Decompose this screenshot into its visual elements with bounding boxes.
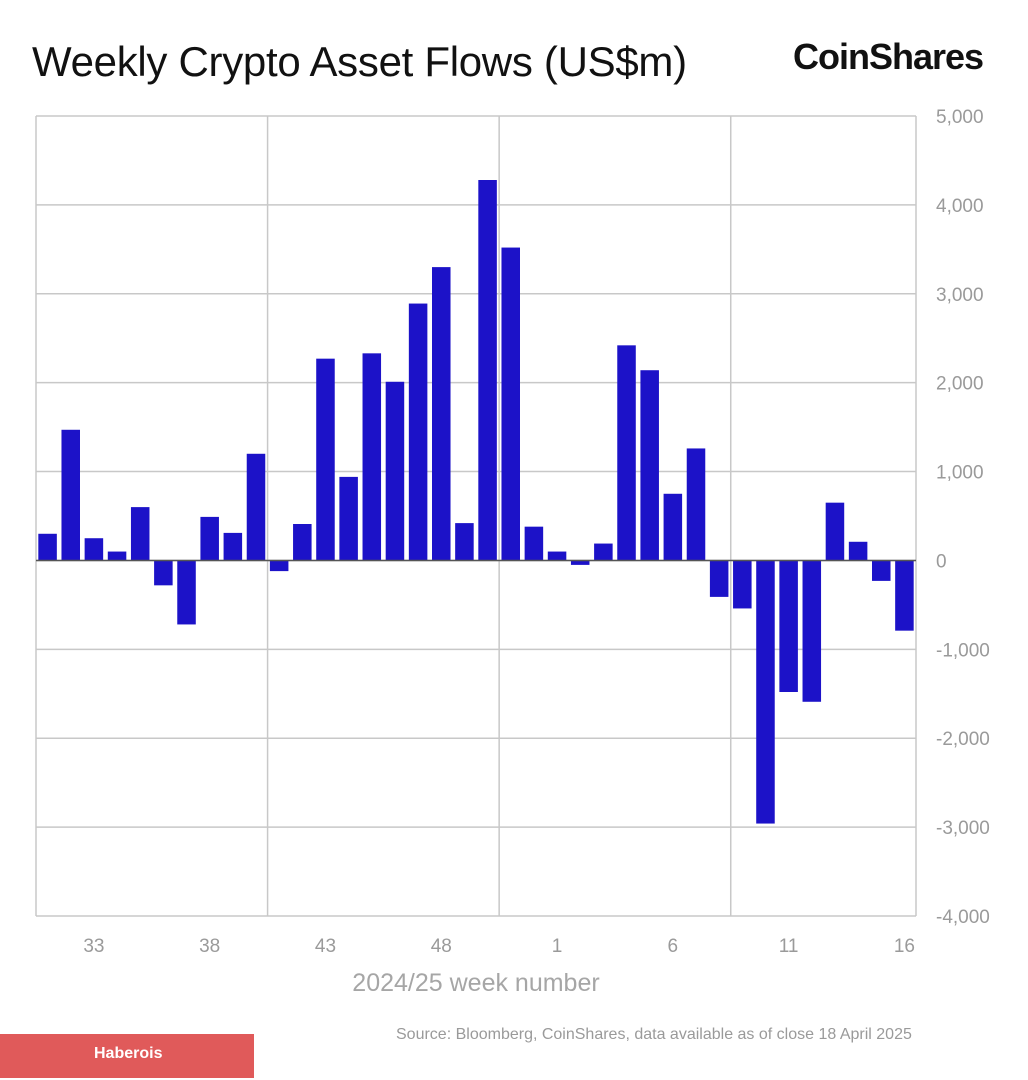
- bar-week-46: [385, 381, 405, 561]
- bars: [38, 180, 914, 824]
- bar-week-50: [478, 180, 497, 561]
- bar-week-35: [130, 507, 150, 561]
- bar-week-41: [269, 560, 289, 572]
- x-tick-label: 38: [199, 936, 220, 957]
- bar-week-3: [594, 543, 613, 561]
- bar-week-44: [339, 476, 358, 561]
- bar-week-11: [779, 560, 798, 692]
- y-tick-label: 0: [936, 551, 947, 572]
- bar-week-47: [408, 303, 428, 561]
- y-tick-label: -3,000: [936, 818, 990, 839]
- x-tick-label: 11: [779, 936, 799, 957]
- chart-title: Weekly Crypto Asset Flows (US$m): [32, 38, 687, 85]
- bar-week-42: [293, 524, 312, 561]
- x-tick-label: 1: [552, 936, 563, 957]
- y-tick-label: -1,000: [936, 640, 990, 661]
- bar-week-4: [617, 345, 636, 561]
- bar-week-32: [61, 429, 80, 561]
- bar-week-48: [432, 267, 451, 561]
- x-tick-label: 6: [668, 936, 679, 957]
- watermark-text: Haberois: [94, 1045, 163, 1062]
- bar-week-49: [455, 523, 474, 561]
- bar-week-10: [756, 560, 775, 824]
- bar-week-31: [38, 533, 57, 561]
- bar-chart: 5,000 4,000 3,000 2,000 1,000 0 -1,000 -2,000 -3…: [35, 107, 990, 997]
- y-tick-label: -4,000: [936, 907, 990, 928]
- source-note: Source: Bloomberg, CoinShares, data avai…: [396, 1026, 912, 1043]
- watermark-badge: Haberois: [0, 1034, 254, 1078]
- bar-week-37: [177, 560, 196, 625]
- bar-week-14: [848, 541, 868, 561]
- bar-week-40: [246, 453, 266, 561]
- y-tick-label: 3,000: [936, 285, 984, 306]
- x-axis-ticks: 33 38 43 48 1 6 11 16: [83, 936, 915, 957]
- bar-week-12: [802, 560, 822, 702]
- bar-week-45: [362, 353, 382, 561]
- bar-week-39: [223, 532, 243, 561]
- bar-week-38: [200, 516, 219, 561]
- x-tick-label: 43: [315, 936, 336, 957]
- grid-lines: [35, 115, 917, 917]
- bar-week-33: [84, 538, 104, 561]
- x-tick-label: 33: [83, 936, 104, 957]
- bar-week-5: [640, 370, 659, 561]
- y-axis-ticks: 5,000 4,000 3,000 2,000 1,000 0 -1,000 -2,000 -3…: [936, 107, 990, 928]
- bar-week-52: [524, 526, 544, 561]
- x-axis-label: 2024/25 week number: [352, 969, 599, 997]
- bar-week-34: [107, 551, 127, 561]
- bar-week-51: [501, 247, 520, 561]
- bar-week-13: [825, 502, 845, 561]
- brand-logo: CoinShares: [793, 36, 984, 77]
- bar-week-15: [872, 560, 891, 581]
- y-tick-label: -2,000: [936, 729, 990, 750]
- bar-week-2: [570, 560, 590, 565]
- bar-week-8: [709, 560, 729, 597]
- bar-week-6: [663, 493, 683, 561]
- bar-week-9: [733, 560, 752, 609]
- y-tick-label: 1,000: [936, 463, 984, 484]
- bar-week-43: [316, 358, 335, 561]
- y-tick-label: 5,000: [936, 107, 984, 128]
- x-tick-label: 16: [894, 936, 915, 957]
- y-tick-label: 4,000: [936, 196, 984, 217]
- bar-week-16: [895, 560, 914, 631]
- x-tick-label: 48: [431, 936, 452, 957]
- bar-week-1: [547, 551, 567, 561]
- bar-week-7: [686, 448, 706, 561]
- bar-week-36: [154, 560, 173, 586]
- y-tick-label: 2,000: [936, 374, 984, 395]
